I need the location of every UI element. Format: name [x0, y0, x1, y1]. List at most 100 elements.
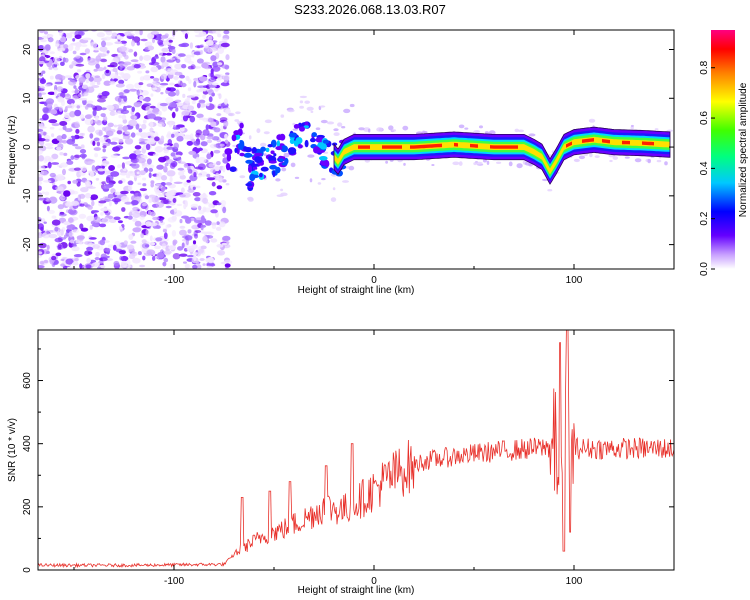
noise-blob — [185, 235, 193, 241]
noise-blob — [162, 261, 167, 267]
noise-blob — [168, 39, 173, 43]
halo-blob — [630, 125, 634, 130]
noise-blob — [187, 87, 192, 92]
halo-blob — [280, 192, 288, 197]
noise-blob — [165, 182, 173, 186]
noise-blob — [191, 100, 196, 105]
noise-blob — [130, 132, 136, 138]
spectrogram-x-tick-label: 0 — [371, 275, 377, 286]
noise-blob — [64, 57, 69, 63]
noise-blob — [212, 61, 219, 68]
noise-blob — [142, 98, 150, 102]
snr-x-tick-label: 0 — [371, 576, 377, 587]
noise-blob — [111, 137, 120, 141]
halo-blob — [247, 197, 254, 202]
noise-blob — [150, 93, 154, 97]
noise-blob — [197, 163, 206, 171]
noise-blob — [122, 125, 129, 132]
noise-blob — [38, 60, 45, 65]
noise-blob — [156, 164, 164, 170]
noise-blob — [203, 45, 209, 49]
halo-blob — [431, 164, 435, 166]
halo-blob — [496, 161, 502, 164]
noise-blob — [95, 177, 100, 181]
noise-blob — [220, 200, 227, 206]
noise-blob — [154, 245, 162, 250]
noise-blob — [116, 83, 125, 88]
cluster-blob — [273, 153, 277, 157]
noise-blob — [140, 232, 145, 238]
noise-blob — [124, 54, 129, 60]
noise-blob — [200, 224, 204, 231]
noise-blob — [151, 196, 160, 203]
noise-blob — [172, 253, 181, 260]
cluster-blob — [310, 137, 316, 143]
noise-blob — [212, 162, 217, 166]
noise-blob — [132, 257, 141, 264]
noise-blob — [64, 106, 68, 113]
colorbar-tick-label: 0.2 — [699, 211, 710, 225]
noise-blob — [55, 174, 64, 181]
noise-blob — [210, 209, 218, 214]
noise-blob — [211, 181, 216, 187]
noise-blob — [222, 235, 231, 242]
cluster-blob — [234, 147, 238, 153]
noise-blob — [139, 55, 144, 61]
noise-blob — [152, 216, 160, 221]
noise-blob — [222, 165, 226, 173]
noise-blob — [193, 141, 201, 146]
noise-blob — [117, 110, 121, 115]
noise-blob — [44, 143, 54, 147]
noise-blob — [153, 77, 160, 82]
noise-blob — [189, 42, 193, 49]
noise-blob — [116, 34, 121, 40]
noise-blob — [57, 75, 66, 81]
halo-blob — [292, 128, 298, 131]
noise-blob — [68, 209, 78, 216]
noise-blob — [154, 184, 163, 189]
noise-blob — [127, 170, 135, 176]
cluster-blob — [322, 139, 330, 144]
snr-frame — [37, 329, 675, 571]
noise-blob — [58, 30, 64, 37]
noise-blob — [38, 177, 44, 182]
noise-blob — [40, 39, 47, 43]
noise-blob — [53, 67, 59, 71]
noise-blob — [201, 215, 205, 223]
noise-blob — [90, 41, 98, 48]
halo-blob — [234, 119, 240, 122]
noise-blob — [211, 136, 220, 141]
noise-blob — [95, 251, 100, 257]
noise-blob — [180, 126, 185, 132]
noise-blob — [217, 250, 226, 256]
noise-blob — [148, 62, 155, 66]
noise-blob — [206, 139, 213, 144]
noise-blob — [198, 31, 207, 37]
noise-blob — [71, 246, 80, 252]
noise-blob — [206, 265, 213, 269]
noise-blob — [61, 140, 68, 144]
noise-blob — [39, 78, 47, 84]
noise-blob — [87, 100, 94, 104]
noise-blob — [198, 99, 206, 104]
noise-blob — [118, 250, 126, 255]
noise-blob — [47, 91, 56, 96]
noise-blob — [213, 149, 221, 154]
halo-blob — [342, 180, 349, 183]
spectrogram-y-tick-label: 10 — [22, 92, 33, 104]
halo-blob — [542, 178, 548, 182]
noise-blob — [121, 207, 126, 212]
noise-blob — [116, 130, 123, 135]
noise-blob — [93, 105, 103, 111]
noise-blob — [210, 168, 216, 174]
noise-blob — [165, 205, 172, 209]
halo-blob — [299, 100, 304, 104]
noise-blob — [157, 197, 167, 201]
noise-blob — [160, 218, 164, 223]
noise-blob — [49, 51, 55, 55]
noise-blob — [128, 184, 133, 191]
noise-blob — [119, 172, 128, 176]
noise-blob — [38, 138, 46, 142]
halo-blob — [612, 156, 618, 160]
noise-blob — [110, 35, 116, 39]
